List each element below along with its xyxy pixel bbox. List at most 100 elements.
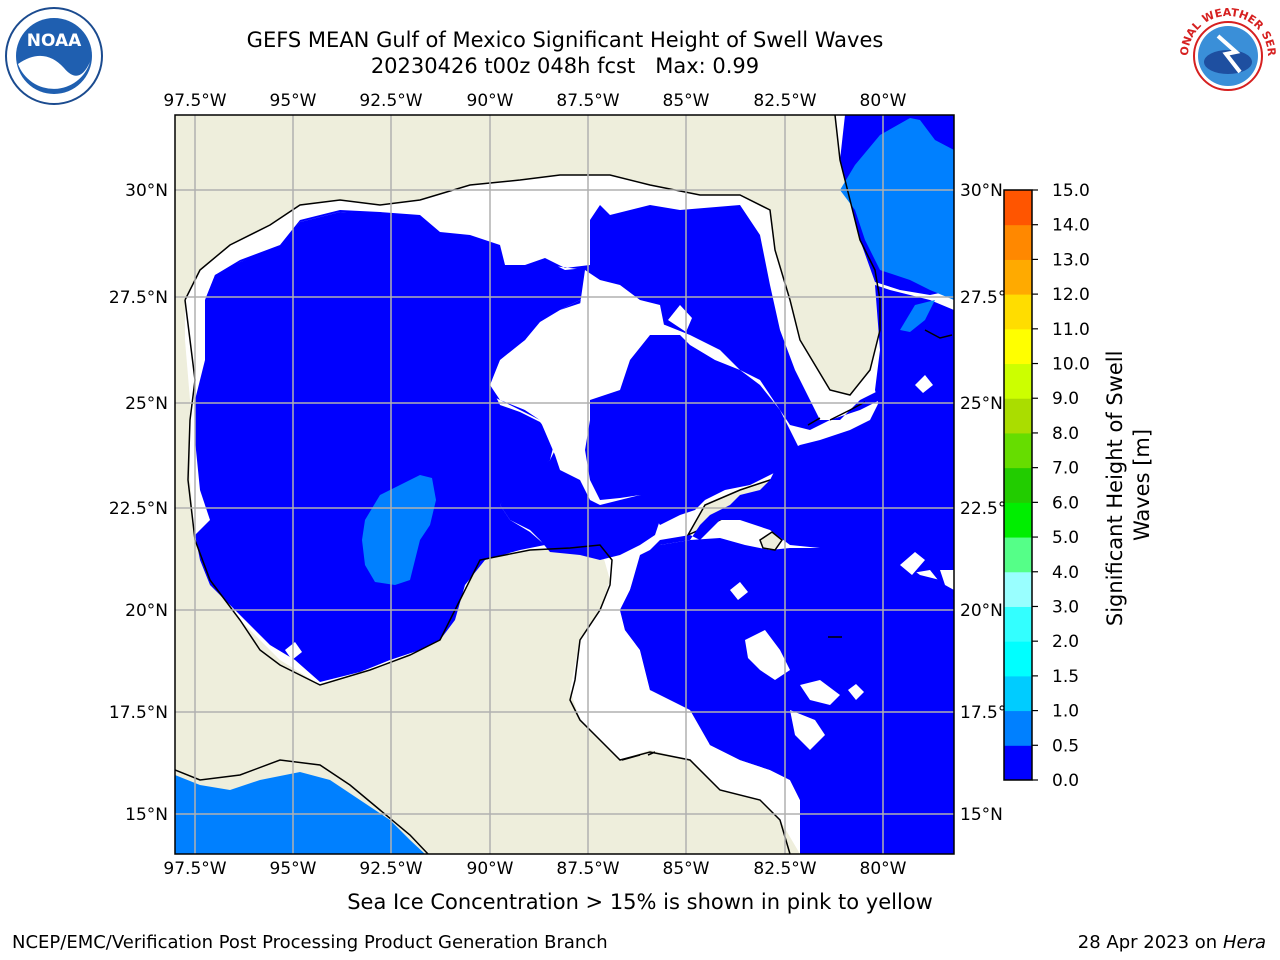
- lon-ticks-bottom: 97.5°W 95°W 92.5°W 90°W 87.5°W 85°W 82.5…: [163, 859, 906, 879]
- colorbar-segment: [1004, 571, 1032, 607]
- missing-patch-florida-1: [915, 375, 933, 393]
- lon-tick-label: 95°W: [270, 859, 317, 879]
- colorbar-segment: [1004, 328, 1032, 365]
- lon-tick-label: 90°W: [467, 91, 514, 111]
- lon-tick-label: 92.5°W: [359, 91, 422, 111]
- lon-tick-label: 80°W: [860, 859, 907, 879]
- lon-tick-label: 95°W: [270, 91, 317, 111]
- lat-tick-label: 30°N: [125, 181, 168, 201]
- grid-lines: [175, 115, 954, 854]
- sea-ice-note-text: Sea Ice Concentration > 15% is shown in …: [347, 890, 933, 914]
- swell-band-mid-atlantic: [840, 118, 954, 300]
- colorbar-tick-label: 12.0: [1052, 285, 1090, 305]
- colorbar-tick-label: 6.0: [1052, 493, 1079, 513]
- swell-band-low-east: [585, 335, 800, 525]
- organization-label: NCEP/EMC/Verification Post Processing Pr…: [12, 932, 608, 953]
- missing-patch-caribbean-1: [745, 630, 790, 680]
- colorbar-segment: [1004, 224, 1032, 260]
- noaa-logo-text: NOAA: [27, 31, 82, 51]
- lon-tick-label: 87.5°W: [556, 859, 619, 879]
- lat-tick-label: 17.5°N: [109, 703, 168, 723]
- colorbar-tick-label: 1.0: [1052, 702, 1079, 722]
- colorbar-tick-label: 11.0: [1052, 320, 1090, 340]
- lat-tick-label: 15°N: [125, 805, 168, 825]
- colorbar-segment: [1004, 432, 1032, 469]
- nws-logo: NATIONAL WEATHER SERVICE: [1178, 6, 1278, 104]
- colorbar-segment: [1004, 190, 1032, 226]
- lat-ticks-left: 30°N 27.5°N 25°N 22.5°N 20°N 17.5°N 15°N: [109, 181, 168, 825]
- colorbar-segment: [1004, 259, 1032, 295]
- colorbar-segment: [1004, 710, 1032, 746]
- missing-patch-caribbean-6: [848, 684, 864, 700]
- lat-tick-label: 25°N: [125, 394, 168, 414]
- missing-patch-caribbean-5: [730, 582, 748, 600]
- colorbar-segment: [1004, 537, 1032, 573]
- swell-band-low-east-atlantic: [875, 285, 954, 500]
- coastline-bahamas: [924, 329, 953, 339]
- colorbar-segment: [1004, 467, 1032, 503]
- swell-band-low-caribbean: [620, 538, 954, 854]
- lon-tick-label: 82.5°W: [753, 91, 816, 111]
- host-text: Hera: [1222, 932, 1266, 953]
- date-label: 28 Apr 2023 on Hera: [1078, 932, 1266, 953]
- lon-tick-label: 85°W: [663, 91, 710, 111]
- coastline-keys: [807, 401, 866, 426]
- colorbar-tick-label: 15.0: [1052, 181, 1090, 201]
- missing-patch-caribbean-4: [900, 552, 925, 575]
- lon-tick-label: 97.5°W: [163, 859, 226, 879]
- colorbar-segment: [1004, 606, 1032, 642]
- sea-ice-note: Sea Ice Concentration > 15% is shown in …: [0, 890, 1280, 914]
- lon-tick-label: 90°W: [467, 859, 514, 879]
- noaa-logo: NOAA: [5, 7, 103, 105]
- lat-tick-label: 15°N: [960, 805, 1003, 825]
- colorbar-tick-label: 14.0: [1052, 216, 1090, 236]
- coastline-isla-juventud: [759, 531, 784, 551]
- lon-tick-label: 82.5°W: [753, 859, 816, 879]
- lon-tick-label: 92.5°W: [359, 859, 422, 879]
- map-frame: [174, 114, 955, 855]
- lon-tick-label: 97.5°W: [163, 91, 226, 111]
- coastline-pacific: [175, 759, 429, 854]
- lat-tick-label: 22.5°N: [109, 499, 168, 519]
- lat-tick-label: 20°N: [125, 601, 168, 621]
- swell-band-mid-pacific: [175, 772, 425, 854]
- colorbar-segment: [1004, 745, 1032, 781]
- date-text: 28 Apr 2023 on: [1077, 932, 1218, 953]
- colorbar-tick-label: 10.0: [1052, 355, 1090, 375]
- colorbar-tick-label: 9.0: [1052, 389, 1079, 409]
- coastline-honduras-isles: [621, 751, 656, 761]
- colorbar-tick-label: 7.0: [1052, 459, 1079, 479]
- missing-patch-central: [495, 270, 665, 480]
- colorbar-label: Significant Height of Swell Waves [m]: [1103, 344, 1154, 626]
- colorbar-segment: [1004, 641, 1032, 677]
- colorbar-segment: [1004, 675, 1032, 712]
- colorbar-tick-label: 13.0: [1052, 250, 1090, 270]
- missing-patch-caribbean-7: [940, 570, 954, 590]
- colorbar-label-line2: Waves [m]: [1130, 429, 1154, 541]
- colorbar-tick-label: 5.0: [1052, 528, 1079, 548]
- lat-tick-label: 30°N: [960, 181, 1003, 201]
- lon-tick-label: 85°W: [663, 859, 710, 879]
- colorbar-tick-label: 0.0: [1052, 771, 1079, 791]
- colorbar-segment: [1004, 363, 1032, 399]
- colorbar-tick-label: 4.0: [1052, 563, 1079, 583]
- colorbar-segment: [1004, 294, 1032, 330]
- map-title: GEFS MEAN Gulf of Mexico Significant Hei…: [246, 28, 884, 52]
- colorbar-tick-label: 3.0: [1052, 597, 1079, 617]
- lon-ticks-top: 97.5°W 95°W 92.5°W 90°W 87.5°W 85°W 82.5…: [163, 91, 906, 111]
- colorbar-segment: [1004, 398, 1032, 434]
- lat-tick-label: 25°N: [960, 394, 1003, 414]
- colorbar-segment: [1004, 502, 1032, 538]
- lon-tick-label: 80°W: [860, 91, 907, 111]
- colorbar-tick-label: 0.5: [1052, 736, 1079, 756]
- missing-patch-caribbean-2: [800, 680, 840, 705]
- colorbar-label-line1: Significant Height of Swell: [1103, 351, 1127, 627]
- colorbar-tick-label: 8.0: [1052, 424, 1079, 444]
- swell-band-mid-atlantic-small: [900, 300, 935, 332]
- colorbar-frame: [1003, 189, 1033, 781]
- lon-tick-label: 87.5°W: [556, 91, 619, 111]
- colorbar: 0.0 0.5 1.0 1.5 2.0 3.0 4.0 5.0 6.0 7.0 8.0 9.0 10.0…: [1003, 181, 1090, 791]
- missing-patch-caribbean-3: [790, 710, 825, 750]
- lat-tick-label: 27.5°N: [109, 288, 168, 308]
